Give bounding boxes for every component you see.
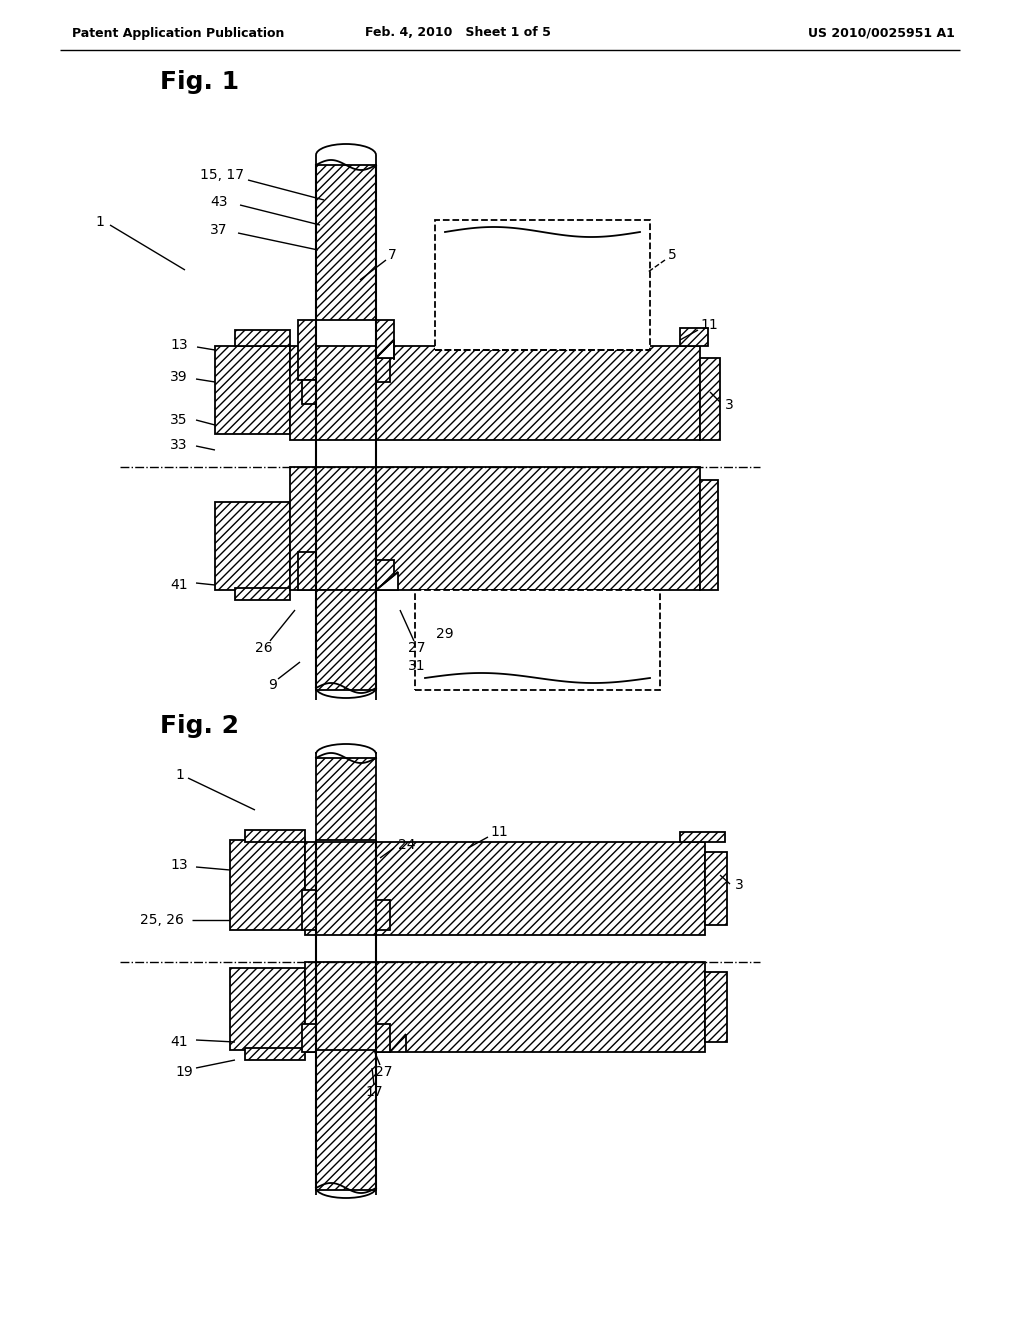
Text: 33: 33 bbox=[170, 438, 187, 451]
Text: 39: 39 bbox=[170, 370, 187, 384]
Text: 11: 11 bbox=[700, 318, 718, 333]
Bar bbox=[376, 900, 390, 931]
Bar bbox=[302, 1024, 316, 1052]
Text: 5: 5 bbox=[668, 248, 677, 261]
Text: 3: 3 bbox=[725, 399, 734, 412]
Bar bbox=[435, 220, 650, 350]
Bar bbox=[245, 1048, 305, 1060]
Text: Patent Application Publication: Patent Application Publication bbox=[72, 26, 285, 40]
Text: Feb. 4, 2010   Sheet 1 of 5: Feb. 4, 2010 Sheet 1 of 5 bbox=[365, 26, 551, 40]
Text: 1: 1 bbox=[175, 768, 184, 781]
Bar bbox=[234, 587, 290, 601]
Text: 13: 13 bbox=[170, 338, 187, 352]
Bar bbox=[705, 972, 727, 1041]
Bar bbox=[302, 380, 316, 404]
Text: 27: 27 bbox=[375, 1065, 392, 1078]
Text: 29: 29 bbox=[436, 627, 454, 642]
Bar bbox=[316, 165, 376, 319]
Bar bbox=[316, 1049, 376, 1191]
Text: 15, 17: 15, 17 bbox=[200, 168, 244, 182]
Bar bbox=[305, 842, 705, 935]
Text: 19: 19 bbox=[175, 1065, 193, 1078]
Bar bbox=[245, 830, 305, 842]
Text: 27: 27 bbox=[408, 642, 426, 655]
Polygon shape bbox=[376, 341, 394, 358]
Text: US 2010/0025951 A1: US 2010/0025951 A1 bbox=[808, 26, 955, 40]
Bar bbox=[680, 327, 708, 346]
Text: Fig. 2: Fig. 2 bbox=[160, 714, 239, 738]
Bar bbox=[376, 1024, 390, 1052]
Bar bbox=[316, 590, 376, 690]
Bar bbox=[305, 962, 705, 1052]
Bar bbox=[415, 590, 660, 690]
Text: 17: 17 bbox=[365, 1085, 383, 1100]
Bar bbox=[302, 890, 316, 931]
Bar bbox=[234, 330, 290, 346]
Text: 35: 35 bbox=[170, 413, 187, 426]
Text: 26: 26 bbox=[255, 642, 272, 655]
Bar bbox=[215, 502, 290, 590]
Polygon shape bbox=[700, 358, 720, 440]
Text: 31: 31 bbox=[408, 659, 426, 673]
Bar bbox=[298, 319, 316, 380]
Bar bbox=[298, 552, 316, 590]
Text: 37: 37 bbox=[210, 223, 227, 238]
Text: 24: 24 bbox=[398, 838, 416, 851]
Text: 11: 11 bbox=[490, 825, 508, 840]
Text: 41: 41 bbox=[170, 1035, 187, 1049]
Bar bbox=[230, 968, 305, 1049]
Text: 43: 43 bbox=[210, 195, 227, 209]
Bar bbox=[376, 560, 394, 590]
Text: 41: 41 bbox=[170, 578, 187, 591]
Polygon shape bbox=[376, 572, 398, 590]
Bar bbox=[700, 480, 718, 590]
Text: 13: 13 bbox=[170, 858, 187, 873]
Text: Fig. 1: Fig. 1 bbox=[160, 70, 240, 94]
Bar bbox=[316, 758, 376, 840]
Bar bbox=[376, 358, 390, 381]
Text: 1: 1 bbox=[95, 215, 103, 228]
Bar bbox=[376, 319, 394, 358]
Bar bbox=[705, 851, 727, 925]
Text: 7: 7 bbox=[388, 248, 396, 261]
Text: 25, 26: 25, 26 bbox=[140, 913, 184, 927]
Bar bbox=[290, 467, 700, 590]
Bar bbox=[290, 346, 700, 440]
Text: 3: 3 bbox=[735, 878, 743, 892]
Text: 9: 9 bbox=[268, 678, 276, 692]
Bar bbox=[230, 840, 305, 931]
Bar bbox=[215, 346, 290, 434]
Bar bbox=[680, 832, 725, 842]
